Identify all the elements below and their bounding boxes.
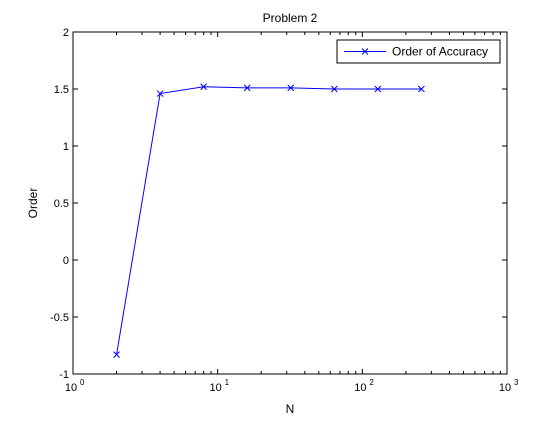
y-tick-label: -1 (59, 369, 69, 381)
chart-title: Problem 2 (263, 11, 318, 25)
x-tick-label: 10 (65, 382, 77, 394)
data-point-marker (330, 85, 338, 93)
legend-series-label: Order of Accuracy (392, 45, 488, 59)
data-point-marker (374, 85, 382, 93)
x-tick-label: 10 (354, 382, 366, 394)
y-tick-label: 1 (63, 141, 69, 153)
legend: Order of Accuracy (336, 39, 501, 64)
data-point-marker (418, 85, 425, 93)
x-axis-label: N (286, 402, 295, 416)
data-point-marker (156, 90, 164, 97)
data-point-marker (243, 84, 251, 92)
data-point-marker (287, 84, 295, 92)
x-tick-label: 10 (210, 382, 222, 394)
y-tick-label: 0 (63, 255, 69, 267)
x-tick-label: 10 (499, 382, 511, 394)
y-axis-label: Order (26, 188, 40, 219)
x-tick-exponent: 3 (514, 378, 519, 387)
axes-frame (72, 31, 508, 375)
x-tick-exponent: 0 (80, 378, 85, 387)
y-tick-label: -0.5 (50, 312, 69, 324)
series-layer (113, 83, 425, 358)
legend-series-marker (361, 48, 369, 55)
y-tick-label: 1.5 (54, 84, 69, 96)
x-tick-exponent: 2 (369, 378, 374, 387)
legend-box (336, 39, 501, 64)
series-line (116, 86, 422, 355)
axes-background (73, 32, 507, 374)
data-point-marker (113, 351, 120, 358)
x-tick-exponent: 1 (225, 378, 230, 387)
data-point-marker (200, 83, 208, 91)
y-tick-label: 0.5 (54, 198, 69, 210)
y-tick-label: 2 (63, 27, 69, 39)
